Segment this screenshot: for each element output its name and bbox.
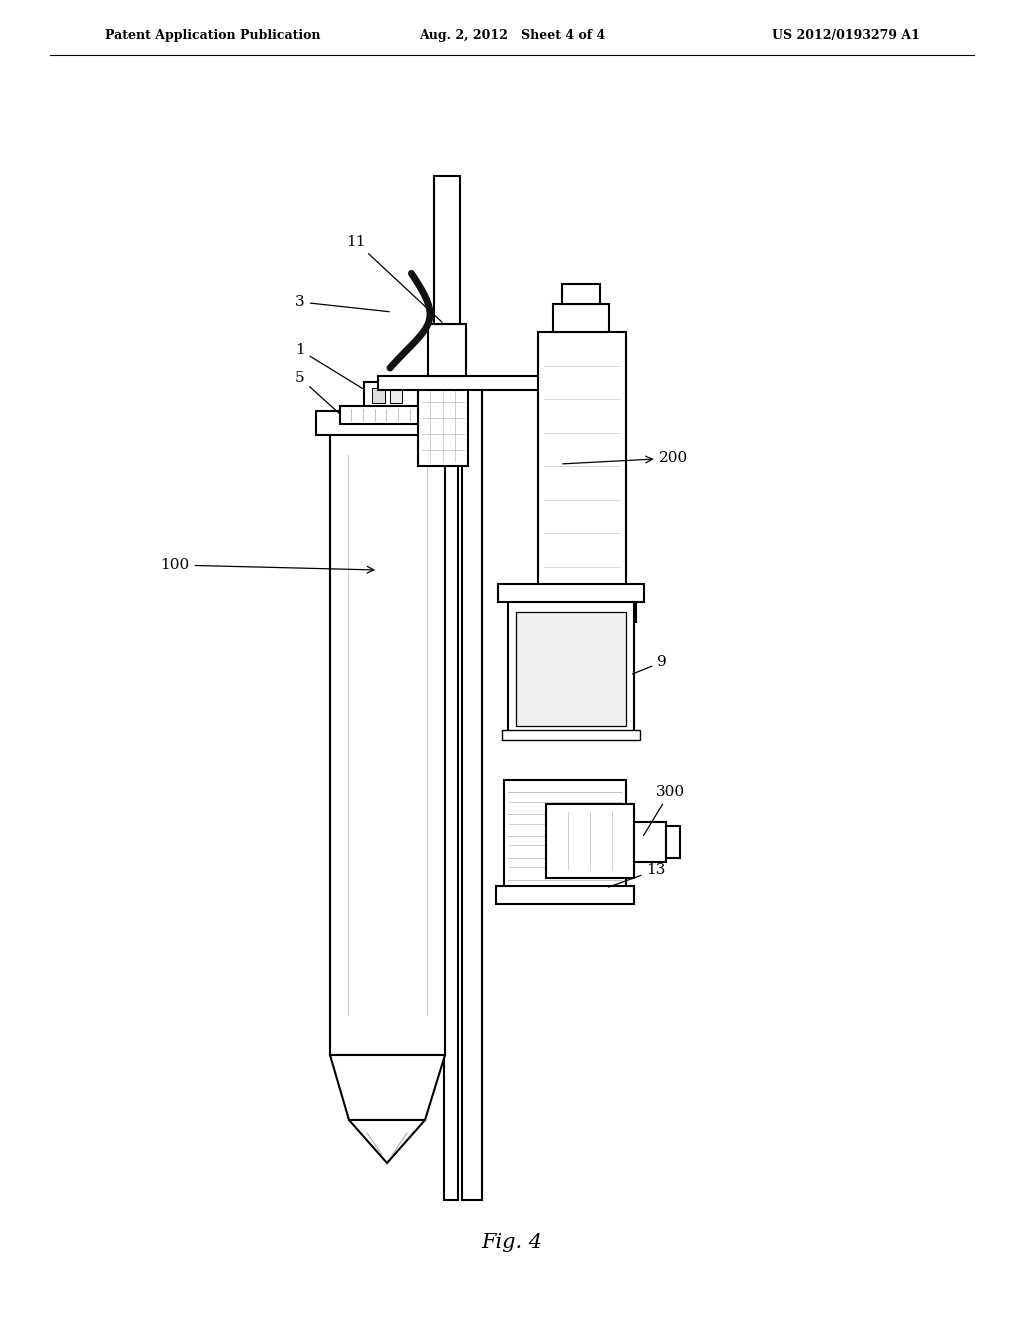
Bar	[378, 376, 540, 389]
Bar	[516, 612, 626, 726]
Bar	[504, 780, 626, 888]
Bar	[498, 583, 644, 602]
Bar	[634, 822, 666, 862]
Bar	[390, 388, 402, 403]
Bar	[666, 826, 680, 858]
Bar	[538, 333, 626, 601]
Text: 1: 1	[295, 343, 362, 388]
Bar	[496, 886, 634, 904]
Bar	[508, 601, 634, 738]
Polygon shape	[349, 1119, 425, 1163]
Bar	[546, 804, 634, 878]
Bar	[428, 323, 466, 376]
Text: Fig. 4: Fig. 4	[481, 1233, 543, 1251]
Text: 13: 13	[608, 863, 666, 887]
Text: 200: 200	[563, 451, 688, 465]
Bar	[364, 381, 418, 408]
Bar	[434, 176, 460, 323]
Bar	[316, 411, 459, 436]
Bar	[340, 407, 422, 424]
Bar	[444, 380, 458, 1200]
Bar	[462, 380, 482, 1200]
Text: 11: 11	[346, 235, 442, 322]
Bar	[330, 425, 445, 1055]
Bar	[528, 598, 636, 622]
Text: Aug. 2, 2012   Sheet 4 of 4: Aug. 2, 2012 Sheet 4 of 4	[419, 29, 605, 41]
Text: 3: 3	[295, 294, 389, 312]
Bar	[562, 284, 600, 304]
Text: US 2012/0193279 A1: US 2012/0193279 A1	[772, 29, 920, 41]
Polygon shape	[330, 1055, 445, 1119]
Bar	[553, 304, 609, 333]
Text: Patent Application Publication: Patent Application Publication	[105, 29, 321, 41]
Bar	[502, 730, 640, 741]
Text: 100: 100	[161, 558, 374, 573]
Text: 5: 5	[295, 371, 339, 413]
Text: 300: 300	[643, 785, 685, 836]
Bar	[372, 388, 385, 403]
Text: 9: 9	[633, 655, 667, 675]
Bar	[418, 385, 468, 466]
